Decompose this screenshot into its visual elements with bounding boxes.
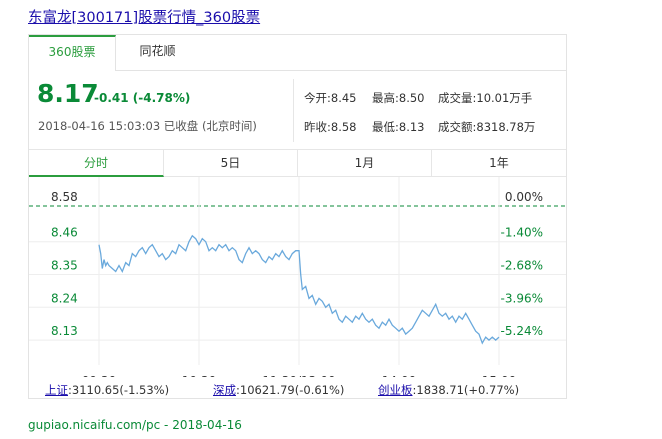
stat-high: 最高:8.50 xyxy=(372,91,425,105)
index-chinext: 创业板:1838.71(+0.77%) xyxy=(378,382,519,398)
x-tick-label: 09:30 xyxy=(82,374,117,377)
index-shenzhen-value: :10621.79(-0.61%) xyxy=(236,383,345,397)
pct-tick-label: -2.68% xyxy=(501,259,543,273)
x-tick-label: 15:00 xyxy=(482,374,517,377)
tab-1month[interactable]: 1月 xyxy=(298,150,432,177)
x-tick-label: 10:30 xyxy=(182,374,217,377)
intraday-chart: 8.58 0.00% 8.46 -1.40% 8.35 -2.68% 8.24 -3.96% 8… xyxy=(29,177,566,377)
index-chinext-value: :1838.71(+0.77%) xyxy=(412,383,520,397)
source-tabs: 360股票 同花顺 xyxy=(29,35,566,71)
index-shenzhen-link[interactable]: 深成 xyxy=(213,383,236,397)
stat-prev-close: 昨收:8.58 xyxy=(304,120,357,134)
index-chinext-link[interactable]: 创业板 xyxy=(378,383,413,397)
price-line xyxy=(98,234,500,345)
result-title-link[interactable]: 东富龙[300171]股票行情_360股票 xyxy=(28,10,261,26)
index-shanghai-value: :3110.65(-1.53%) xyxy=(68,383,170,397)
quote-time: 2018-04-16 15:03:03 已收盘 (北京时间) xyxy=(38,119,257,133)
tab-1year[interactable]: 1年 xyxy=(489,156,509,170)
divider xyxy=(293,79,294,142)
stock-card: 360股票 同花顺 8.17 -0.41 (-4.78%) 2018-04-16… xyxy=(28,34,567,399)
index-shanghai: 上证:3110.65(-1.53%) xyxy=(45,382,169,398)
pct-tick-label: -1.40% xyxy=(501,226,543,240)
x-tick-label: 11:30/13:00 xyxy=(262,374,335,377)
pct-tick-label: -3.96% xyxy=(501,291,543,305)
tab-intraday[interactable]: 分时 xyxy=(29,150,164,177)
price-change: -0.41 (-4.78%) xyxy=(94,91,191,105)
tab-tonghuashun[interactable]: 同花顺 xyxy=(139,44,176,58)
source-url: gupiao.nicaifu.com/pc - 2018-04-16 xyxy=(28,418,242,432)
index-shenzhen: 深成:10621.79(-0.61%) xyxy=(213,382,344,398)
y-tick-label: 8.24 xyxy=(51,291,78,305)
y-tick-label: 8.58 xyxy=(51,190,78,204)
tab-5day[interactable]: 5日 xyxy=(164,150,298,177)
y-tick-label: 8.13 xyxy=(51,324,78,338)
stat-open: 今开:8.45 xyxy=(304,91,357,105)
period-tabs: 分时 5日 1月 1年 xyxy=(29,149,566,177)
y-tick-label: 8.46 xyxy=(51,226,78,240)
stat-low: 最低:8.13 xyxy=(372,120,425,134)
tab-360-stock[interactable]: 360股票 xyxy=(29,35,116,71)
stat-amount: 成交额:8318.78万 xyxy=(438,120,536,134)
x-tick-label: 14:00 xyxy=(382,374,417,377)
pct-tick-label: -5.24% xyxy=(501,324,543,338)
y-tick-label: 8.35 xyxy=(51,259,78,273)
stat-volume: 成交量:10.01万手 xyxy=(438,91,533,105)
current-price: 8.17 xyxy=(37,79,99,108)
pct-tick-label: 0.00% xyxy=(505,190,543,204)
index-shanghai-link[interactable]: 上证 xyxy=(45,383,68,397)
